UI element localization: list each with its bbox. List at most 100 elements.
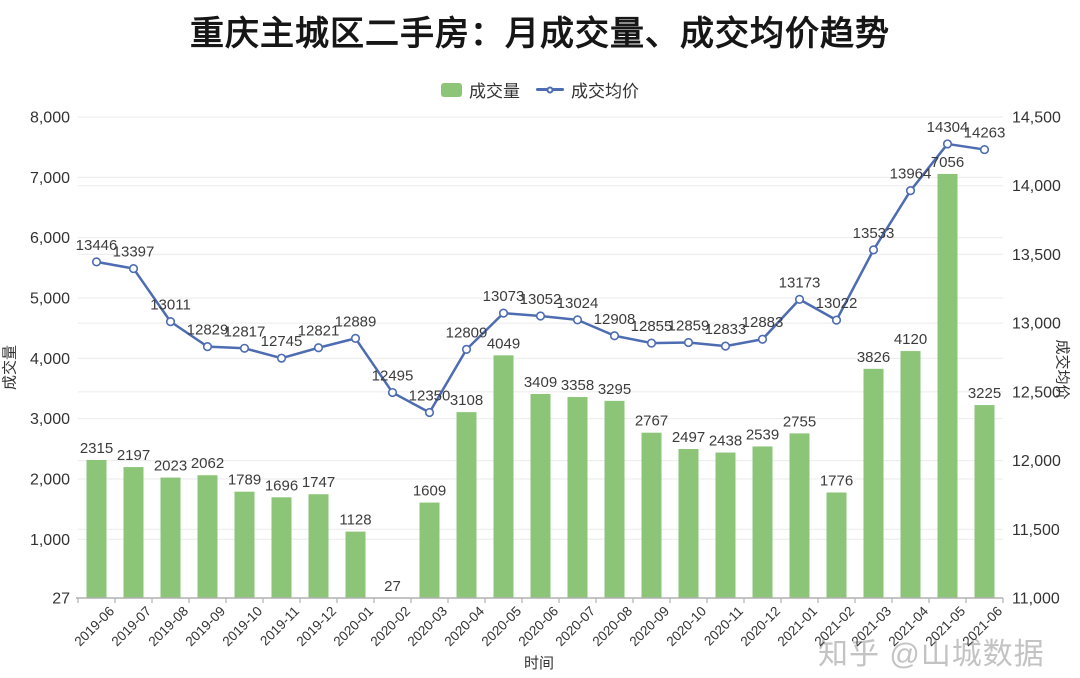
bar-2019-10 (234, 491, 255, 598)
price-label-2021-01: 13173 (779, 274, 821, 291)
bar-label-2019-09: 2062 (191, 455, 224, 472)
bar-label-2021-01: 2755 (783, 413, 816, 430)
x-label-2021-01: 2021-01 (774, 604, 820, 650)
marker-2019-09 (202, 342, 213, 352)
x-label-2019-12: 2019-12 (293, 604, 339, 650)
marker-2020-06 (535, 311, 546, 321)
bar-label-2020-07: 3358 (561, 377, 594, 394)
y-left-label-5000: 5,000 (30, 290, 70, 307)
y-left-label-7000: 7,000 (30, 170, 70, 187)
marker-2021-01 (794, 294, 805, 304)
bar-label-2020-11: 2438 (709, 433, 742, 450)
x-label-2021-03: 2021-03 (848, 604, 894, 650)
marker-2021-06 (979, 144, 990, 155)
bar-2019-08 (160, 477, 181, 598)
bar-label-2020-02: 27 (384, 578, 401, 595)
x-axis-title: 时间 (523, 655, 554, 672)
y-right-label-13000: 13,000 (1012, 316, 1061, 333)
bar-2020-09 (641, 432, 662, 598)
marker-2020-11 (720, 341, 731, 351)
bar-2019-06 (86, 459, 107, 598)
bar-2020-05 (493, 355, 514, 598)
bar-2020-12 (752, 446, 773, 598)
bar-label-2019-11: 1696 (265, 477, 298, 494)
watermark: 知乎 @山城数据 (818, 638, 1045, 671)
price-label-2021-06: 14263 (964, 125, 1006, 142)
y-left-label-27: 27 (52, 591, 70, 608)
bar-2019-09 (197, 475, 218, 598)
price-label-2020-01: 12889 (335, 313, 377, 330)
legend-item-price: 成交均价 (536, 77, 639, 102)
marker-2020-09 (646, 338, 657, 348)
bar-2020-06 (530, 393, 551, 598)
bar-2020-11 (715, 452, 736, 598)
bar-label-2020-04: 3108 (450, 392, 483, 409)
bar-2021-05 (937, 173, 958, 599)
legend-price-label: 成交均价 (571, 82, 639, 101)
bar-2021-01 (789, 433, 810, 598)
bar-2020-07 (567, 397, 588, 598)
bar-2019-11 (271, 497, 292, 598)
price-label-2020-03: 12350 (409, 387, 451, 404)
price-label-2020-07: 13024 (557, 295, 599, 312)
marker-2019-08 (165, 317, 176, 327)
marker-2021-05 (942, 139, 953, 149)
y-left-label-3000: 3,000 (30, 411, 70, 428)
marker-2020-07 (572, 315, 583, 325)
marker-2019-11 (276, 353, 287, 363)
y-right-label-14000: 14,000 (1012, 178, 1061, 195)
legend-item-volume: 成交量 (441, 77, 520, 102)
y-axis-left-labels: 8,000 7,000 6,000 5,000 4,000 3,000 2,000 1,000… (30, 110, 70, 608)
marker-2020-05 (498, 308, 509, 318)
line-series (91, 139, 990, 418)
y-left-label-2000: 2,000 (30, 471, 70, 488)
price-label-2019-06: 13446 (76, 237, 118, 254)
x-label-2020-03: 2020-03 (404, 604, 450, 650)
marker-2020-01 (350, 333, 361, 343)
bar-label-2020-12: 2539 (746, 426, 779, 443)
marker-2019-12 (313, 343, 324, 353)
price-label-2019-10: 12817 (224, 323, 266, 340)
y-left-label-1000: 1,000 (30, 532, 70, 549)
x-label-2020-10: 2020-10 (663, 604, 709, 650)
price-label-2019-12: 12821 (298, 323, 340, 340)
legend-volume-label: 成交量 (469, 82, 520, 101)
bar-label-2019-08: 2023 (154, 458, 187, 475)
bar-label-2019-10: 1789 (228, 472, 261, 489)
legend: 成交量 成交均价 (0, 77, 1080, 102)
x-label-2020-07: 2020-07 (552, 604, 598, 650)
price-label-2019-11: 12745 (261, 333, 303, 350)
x-axis (76, 597, 1004, 603)
bar-2020-01 (345, 531, 366, 598)
line-marker-icon (536, 86, 564, 93)
marker-2021-02 (831, 315, 842, 325)
price-label-2020-12: 12883 (742, 314, 784, 331)
price-label-2020-08: 12908 (594, 311, 636, 328)
x-label-2020-02: 2020-02 (367, 604, 413, 650)
bar-label-2020-05: 4049 (487, 335, 520, 352)
bar-label-2021-02: 1776 (820, 472, 853, 489)
bar-label-2020-06: 3409 (524, 374, 557, 391)
y-right-label-11000: 11,000 (1012, 591, 1060, 608)
x-label-2020-09: 2020-09 (626, 604, 672, 650)
bar-label-2020-01: 1128 (339, 512, 371, 529)
bar-series (86, 173, 995, 599)
y-left-label-6000: 6,000 (30, 230, 70, 247)
bar-2020-04 (456, 412, 477, 598)
bar-2021-06 (974, 405, 995, 598)
x-label-2021-02: 2021-02 (811, 604, 857, 650)
x-label-2019-06: 2019-06 (71, 604, 117, 650)
x-label-2020-06: 2020-06 (515, 604, 561, 650)
x-label-2019-09: 2019-09 (182, 604, 228, 650)
bar-2021-02 (826, 492, 847, 598)
x-label-2020-12: 2020-12 (737, 604, 783, 650)
price-label-2021-05: 14304 (927, 119, 969, 136)
price-label-2021-02: 13022 (816, 295, 858, 312)
bar-swatch-icon (441, 82, 462, 97)
y-axis-left-title: 成交量 (1, 345, 19, 391)
y-right-label-11500: 11,500 (1012, 522, 1060, 539)
